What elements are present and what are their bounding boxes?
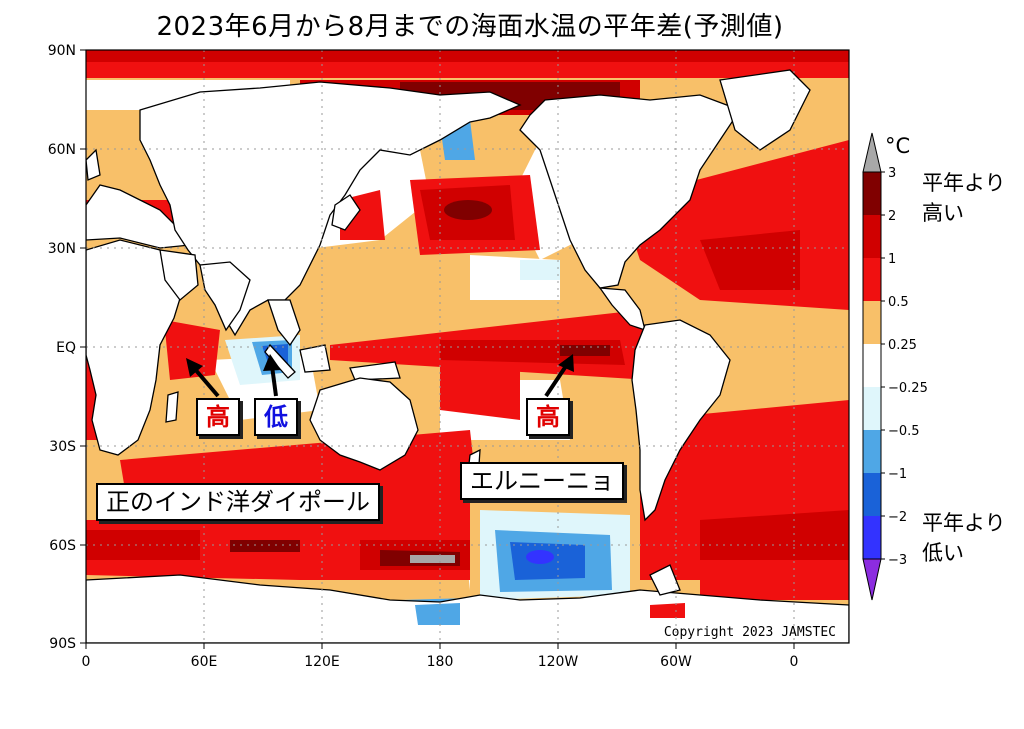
arrow-head xyxy=(263,354,281,371)
arrow-shaft xyxy=(192,366,220,398)
colorbar-top-arrow xyxy=(862,132,882,173)
longitude-labels: 0 60E 120E 180 120W 60W 0 xyxy=(82,654,799,670)
japan xyxy=(331,194,361,231)
arrow-shaft xyxy=(270,365,278,397)
lon-tick-label: 180 xyxy=(427,654,454,670)
greenland xyxy=(719,69,811,151)
colorbar-tick-label: −0.5 xyxy=(888,424,920,439)
arrow-head xyxy=(186,358,203,377)
colorbar-tick-label: 0.25 xyxy=(888,338,917,353)
annotation-arrows xyxy=(186,354,574,398)
colorbar-tick-label: −2 xyxy=(888,510,907,525)
map-content xyxy=(86,50,849,643)
lon-tick-label: 60E xyxy=(191,654,218,670)
lat-tick-label: 90N xyxy=(48,43,76,59)
lat-tick-label: 90S xyxy=(49,636,76,652)
high-pacific-label: 高 xyxy=(526,398,570,436)
colorbar-unit: °C xyxy=(885,134,910,158)
low-indian-label: 低 xyxy=(254,398,298,436)
arrow-head xyxy=(558,354,574,372)
latitude-labels: 90N 60N 30N EQ 30S 60S 90S xyxy=(48,43,76,652)
high-indian-label: 高 xyxy=(196,398,240,436)
legend-below-line2: 低い xyxy=(922,541,964,565)
colorbar-tick-label: 0.5 xyxy=(888,295,909,310)
lon-tick-label: 0 xyxy=(790,654,799,670)
legend-above-line1: 平年より xyxy=(922,171,1006,195)
colorbar-tick-label: 1 xyxy=(888,252,896,267)
british-isles xyxy=(86,148,101,181)
south-america xyxy=(631,319,731,522)
lon-tick-label: 120W xyxy=(538,654,579,670)
arabia xyxy=(159,249,199,301)
sumatra xyxy=(264,343,296,379)
india xyxy=(199,261,251,332)
legend-below-line1: 平年より xyxy=(922,511,1006,535)
lat-tick-label: 30S xyxy=(49,439,76,455)
madagascar xyxy=(165,391,179,423)
lat-tick-label: 30N xyxy=(48,241,76,257)
colorbar-tick-label: −3 xyxy=(888,553,907,568)
lon-tick-label: 60W xyxy=(660,654,692,670)
antarctic-peninsula xyxy=(649,564,681,596)
colorbar-tick-label: 3 xyxy=(888,166,896,181)
colorbar-tick-label: 2 xyxy=(888,209,896,224)
australia xyxy=(309,377,419,471)
colorbar-tick-label: −1 xyxy=(888,467,907,482)
iod-label: 正のインド洋ダイポール xyxy=(96,483,380,521)
elnino-label: エルニーニョ xyxy=(460,462,624,500)
map-gridlines xyxy=(86,50,849,643)
colorbar: 3 2 1 0.5 0.25 −0.25 −0.5 −1 −2 −3 xyxy=(862,132,928,601)
borneo xyxy=(299,344,331,373)
north-america xyxy=(519,94,741,289)
land-masses xyxy=(86,69,849,643)
lon-tick-label: 0 xyxy=(82,654,91,670)
copyright-text: Copyright 2023 JAMSTEC xyxy=(664,625,836,640)
indochina xyxy=(267,299,301,347)
arrow-shaft xyxy=(544,364,568,398)
lat-tick-label: 60N xyxy=(48,142,76,158)
axis-tick-marks xyxy=(80,49,795,649)
map-title: 2023年6月から8月までの海面水温の平年差(予測値) xyxy=(156,12,784,42)
lat-tick-label: EQ xyxy=(56,340,76,356)
legend-above-line2: 高い xyxy=(922,201,964,225)
lat-tick-label: 60S xyxy=(49,538,76,554)
lon-tick-label: 120E xyxy=(304,654,340,670)
colorbar-tick-label: −0.25 xyxy=(888,381,928,396)
colorbar-bottom-arrow xyxy=(862,558,882,601)
antarctic-coastal-anomaly xyxy=(415,603,685,625)
new-guinea xyxy=(349,361,401,381)
